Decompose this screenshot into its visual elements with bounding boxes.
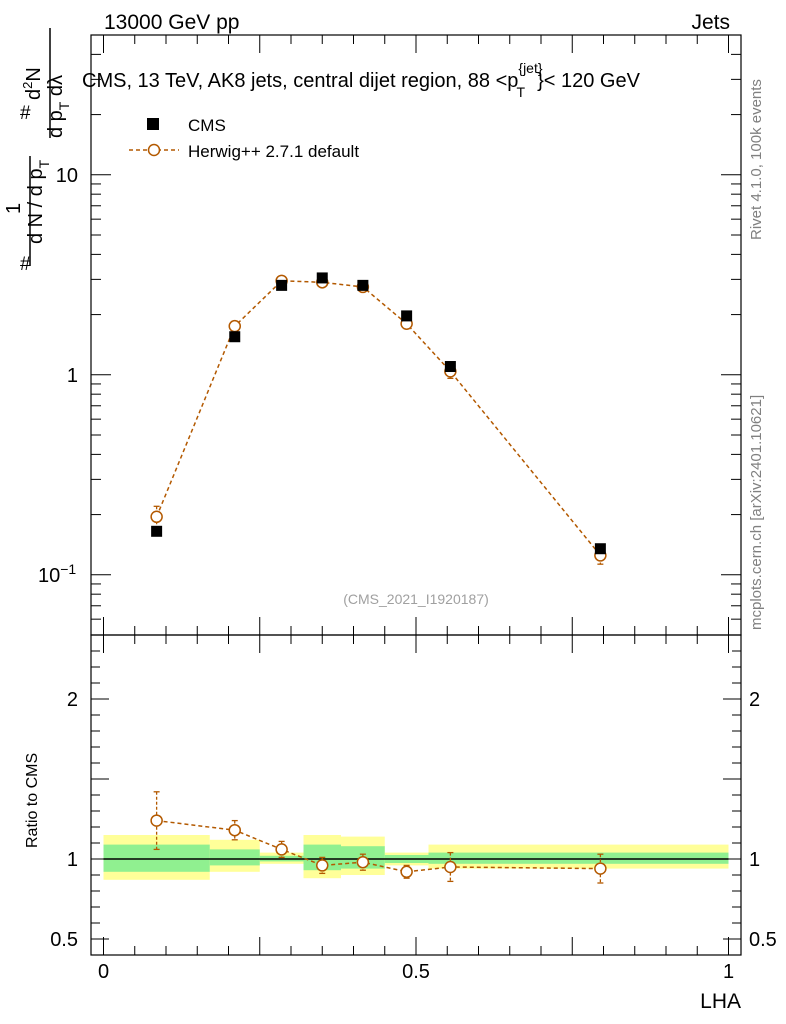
ratio-line (156, 819, 601, 873)
ratio-y-tick-label-right: 0.5 (749, 929, 777, 951)
legend: CMS Herwig++ 2.7.1 default (129, 116, 359, 161)
header-left: 13000 GeV pp (104, 11, 239, 34)
y-tick-label: 10 (56, 165, 78, 187)
green-band (428, 852, 729, 864)
ratio-y-tick-label-right: 2 (749, 689, 760, 711)
herwig-points (150, 274, 607, 565)
y-tick-label: 1 (67, 365, 78, 387)
ratio-point (275, 843, 288, 856)
cms-point (357, 279, 369, 291)
ratio-y-tick-label: 0.5 (50, 929, 78, 951)
legend-cms-label: CMS (188, 116, 226, 135)
ratio-frame (90, 634, 742, 956)
cms-point (444, 361, 456, 373)
svg-text:#: # (20, 103, 31, 124)
cms-point (594, 543, 606, 555)
y-tick-label: 10−1 (38, 561, 76, 587)
ratio-curve (156, 819, 601, 873)
ratio-point (228, 823, 241, 837)
analysis-watermark: (CMS_2021_I1920187) (343, 591, 489, 607)
cms-point (151, 525, 163, 537)
svg-text:d N / d pT: d N / d pT (25, 159, 52, 244)
ratio-ylabel: Ratio to CMS (24, 753, 41, 848)
header-right: Jets (691, 11, 730, 34)
ratio-y-tick-label: 1 (67, 849, 78, 871)
x-tick-label: 1 (723, 961, 734, 983)
ratio-point (316, 859, 329, 872)
uncertainty-bands (103, 835, 729, 880)
ratio-point (356, 855, 370, 869)
herwig-point (228, 319, 241, 333)
ratio-y-tick-label-right: 1 (749, 849, 760, 871)
side-label-bottom: mcplots.cern.ch [arXiv:2401.10621] (748, 395, 765, 630)
main-panel: 10−1 1 10 (38, 34, 742, 636)
ratio-y-tick-label: 2 (67, 689, 78, 711)
svg-text:1: 1 (3, 203, 25, 214)
x-tick-label: 0.5 (402, 961, 430, 983)
green-band (209, 849, 260, 866)
cms-point (276, 279, 288, 291)
svg-text:#: # (20, 254, 31, 275)
x-axis-ticks: 0 0.5 1 (98, 35, 734, 983)
chart-title: CMS, 13 TeV, AK8 jets, central dijet reg… (82, 60, 641, 100)
ratio-points (150, 791, 607, 884)
x-tick-label: 0 (98, 961, 109, 983)
svg-text:d2N: d2N (20, 67, 45, 100)
svg-text:d pT dλ: d pT dλ (45, 75, 72, 138)
legend-herwig-label: Herwig++ 2.7.1 default (188, 142, 359, 161)
main-axis-ticks: 10−1 1 10 (38, 34, 741, 636)
ratio-point (594, 862, 607, 875)
herwig-curve (155, 280, 601, 556)
main-ylabel: # # d N / d pT 1 d pT dλ d2N (3, 28, 72, 275)
ratio-panel: 0.5 0.5 1 1 2 2 (50, 634, 777, 956)
ratio-axis-ticks: 0.5 0.5 1 1 2 2 (50, 634, 777, 956)
ratio-point (150, 814, 163, 827)
cms-point (316, 272, 328, 284)
x-axis-label: LHA (700, 990, 741, 1013)
cms-points (151, 272, 606, 555)
side-label-top: Rivet 4.1.0, 100k events (748, 79, 765, 240)
legend-cms-marker (147, 118, 159, 130)
herwig-line (155, 280, 601, 556)
cms-point (229, 331, 241, 343)
cms-point (401, 310, 413, 322)
legend-herwig-marker (147, 143, 161, 157)
herwig-point (150, 510, 163, 524)
ratio-point (400, 865, 413, 879)
ratio-point (444, 860, 457, 874)
